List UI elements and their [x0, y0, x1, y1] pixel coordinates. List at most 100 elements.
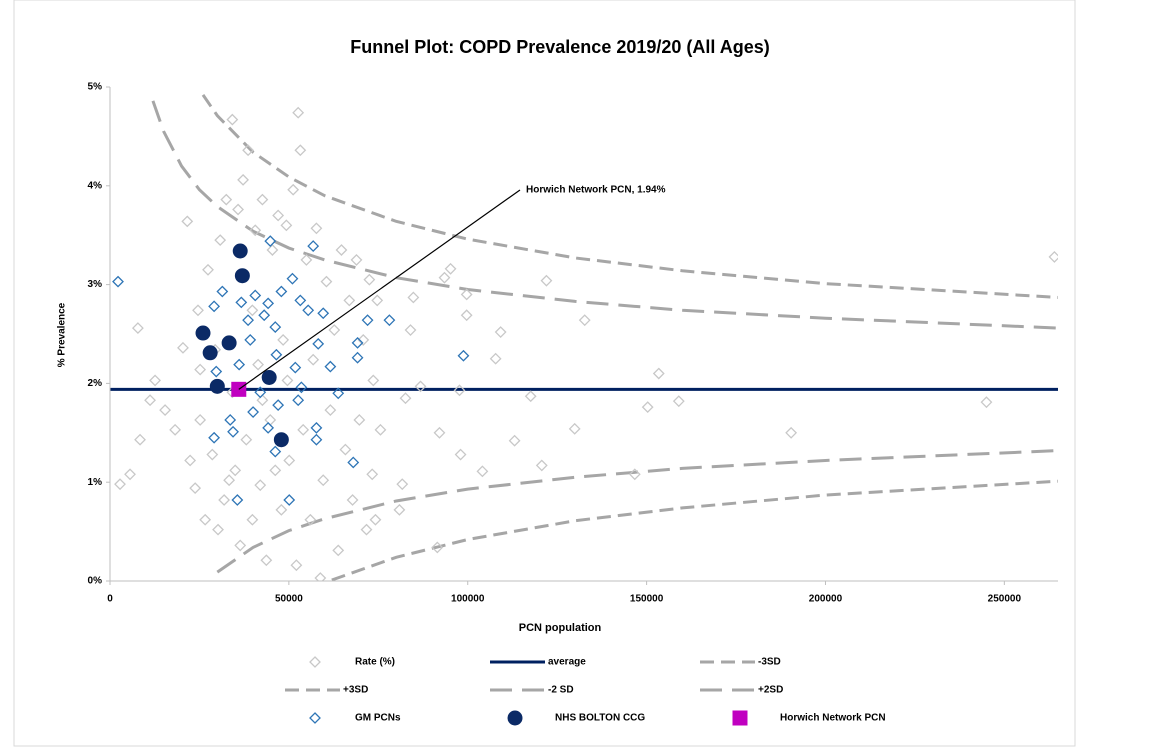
- point: [208, 300, 221, 313]
- point: [214, 234, 227, 247]
- point: [292, 394, 305, 407]
- point: [212, 523, 224, 536]
- x-tick-label: 150000: [630, 594, 664, 605]
- annotation: Horwich Network PCN, 1.94%: [526, 185, 666, 196]
- point: [524, 390, 537, 403]
- x-tick-label: 50000: [275, 594, 303, 605]
- point: [294, 144, 307, 157]
- point: [360, 523, 373, 536]
- point: [320, 275, 333, 288]
- point: [302, 304, 315, 317]
- point: [234, 268, 250, 284]
- series-line: [151, 100, 1058, 330]
- point: [310, 222, 323, 235]
- point: [231, 494, 244, 506]
- point: [280, 219, 293, 232]
- point: [346, 494, 359, 506]
- point: [980, 396, 993, 409]
- point: [199, 513, 212, 526]
- plot-area: [110, 94, 1058, 581]
- point: [295, 381, 308, 394]
- point: [272, 209, 285, 222]
- point: [454, 448, 467, 461]
- point: [181, 215, 194, 228]
- point: [310, 433, 323, 446]
- point: [249, 289, 262, 302]
- legend-label: -2 SD: [548, 685, 574, 696]
- legend-label: +3SD: [343, 685, 368, 696]
- y-tick-label: 0%: [88, 576, 103, 587]
- point: [195, 325, 211, 341]
- point: [540, 274, 553, 287]
- point: [307, 240, 320, 252]
- point: [314, 572, 327, 581]
- legend-label: average: [548, 657, 586, 668]
- point: [266, 244, 279, 256]
- series-line: [216, 449, 1058, 574]
- point: [256, 394, 269, 407]
- chart-frame: [13, 0, 1076, 747]
- point: [226, 113, 239, 126]
- point: [578, 314, 591, 327]
- point: [216, 285, 229, 298]
- point: [283, 494, 296, 506]
- point: [350, 253, 363, 266]
- y-tick-label: 5%: [88, 82, 103, 93]
- point: [169, 423, 182, 436]
- y-tick-label: 3%: [88, 279, 103, 290]
- point: [134, 433, 146, 446]
- point: [641, 401, 654, 414]
- point: [218, 494, 231, 506]
- point: [508, 434, 521, 447]
- point: [159, 404, 172, 416]
- point: [252, 358, 265, 371]
- point: [535, 459, 548, 472]
- point: [273, 432, 289, 448]
- y-tick-label: 2%: [88, 378, 103, 389]
- point: [249, 224, 262, 237]
- point: [396, 478, 409, 491]
- point: [489, 352, 502, 365]
- point: [332, 387, 345, 400]
- point: [1048, 251, 1058, 263]
- point: [310, 421, 323, 434]
- point: [240, 433, 253, 446]
- legend-swatch: [732, 710, 748, 726]
- point: [433, 426, 446, 439]
- point: [317, 474, 330, 487]
- point: [286, 272, 299, 285]
- legend-swatch: [309, 712, 321, 724]
- point: [229, 464, 242, 477]
- point: [366, 468, 379, 481]
- point: [262, 421, 275, 434]
- point: [312, 337, 325, 350]
- point: [234, 539, 247, 552]
- point: [221, 335, 237, 351]
- point: [235, 296, 248, 309]
- point: [283, 454, 296, 467]
- point: [237, 173, 249, 186]
- annotation-leader: [238, 189, 521, 390]
- point: [275, 285, 288, 298]
- point: [351, 336, 364, 349]
- point: [206, 448, 219, 461]
- point: [194, 363, 207, 376]
- point: [220, 193, 233, 206]
- point: [112, 275, 124, 288]
- point: [269, 464, 282, 477]
- point: [246, 513, 259, 526]
- point: [242, 144, 255, 157]
- point: [208, 431, 221, 444]
- point: [233, 358, 246, 371]
- point: [476, 465, 489, 478]
- x-tick-label: 200000: [809, 594, 843, 605]
- point: [114, 478, 126, 491]
- point: [307, 353, 320, 366]
- series-line: [331, 479, 1058, 581]
- point: [494, 326, 507, 338]
- point: [287, 183, 300, 196]
- point: [223, 474, 236, 487]
- chart-title: Funnel Plot: COPD Prevalence 2019/20 (Al…: [350, 37, 769, 57]
- point: [363, 273, 376, 286]
- point: [290, 559, 303, 572]
